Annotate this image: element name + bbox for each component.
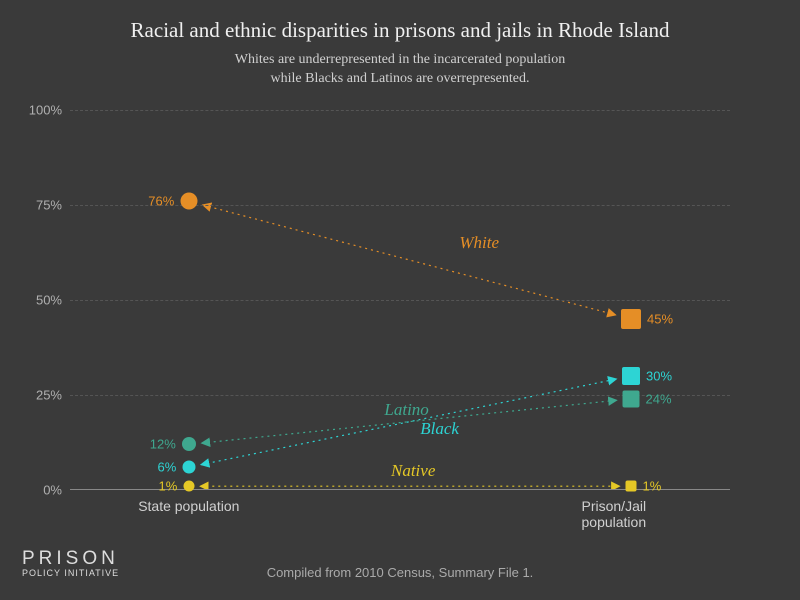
state-value-label: 12% bbox=[150, 437, 176, 452]
gridline bbox=[70, 110, 730, 111]
series-label: Black bbox=[420, 419, 459, 439]
state-marker bbox=[182, 437, 196, 451]
prison-marker bbox=[622, 367, 640, 385]
state-value-label: 6% bbox=[158, 460, 177, 475]
state-marker bbox=[180, 193, 197, 210]
prison-marker bbox=[621, 309, 641, 329]
page-title: Racial and ethnic disparities in prisons… bbox=[0, 0, 800, 43]
series-label: Native bbox=[391, 461, 435, 481]
subtitle: Whites are underrepresented in the incar… bbox=[0, 51, 800, 89]
y-tick-label: 0% bbox=[43, 483, 62, 498]
state-value-label: 76% bbox=[148, 194, 174, 209]
footer-source: Compiled from 2010 Census, Summary File … bbox=[0, 565, 800, 580]
gridline bbox=[70, 300, 730, 301]
prison-value-label: 1% bbox=[643, 479, 662, 494]
y-tick-label: 75% bbox=[36, 198, 62, 213]
prison-marker bbox=[626, 481, 637, 492]
prison-value-label: 45% bbox=[647, 312, 673, 327]
y-tick-label: 100% bbox=[29, 103, 62, 118]
series-label: Latino bbox=[384, 400, 428, 420]
prison-marker bbox=[623, 390, 640, 407]
chart-area: 0%25%50%75%100%State populationPrison/Ja… bbox=[70, 110, 730, 490]
subtitle-line-2: while Blacks and Latinos are overreprese… bbox=[271, 71, 530, 86]
subtitle-line-1: Whites are underrepresented in the incar… bbox=[235, 52, 565, 67]
y-tick-label: 50% bbox=[36, 293, 62, 308]
state-value-label: 1% bbox=[159, 479, 178, 494]
state-marker bbox=[182, 461, 195, 474]
y-tick-label: 25% bbox=[36, 388, 62, 403]
prison-value-label: 24% bbox=[646, 391, 672, 406]
x-category-label: Prison/Jail population bbox=[582, 498, 681, 530]
x-category-label: State population bbox=[138, 498, 239, 514]
prison-value-label: 30% bbox=[646, 369, 672, 384]
state-marker bbox=[183, 481, 194, 492]
series-label: White bbox=[459, 233, 499, 253]
